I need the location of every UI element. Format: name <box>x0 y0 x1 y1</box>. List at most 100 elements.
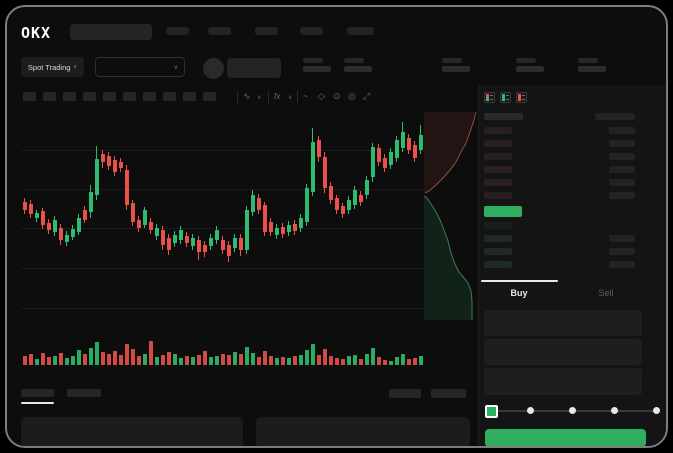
nav-item-placeholder[interactable] <box>347 27 374 35</box>
candle-body <box>190 238 195 246</box>
timeframe-button-placeholder[interactable] <box>183 92 196 101</box>
candle-body <box>46 223 51 230</box>
fullscreen-icon[interactable]: ⤢ <box>363 91 371 101</box>
order-amount-input-placeholder[interactable] <box>484 339 642 365</box>
candle-body <box>208 238 213 246</box>
bottom-tab-placeholder[interactable] <box>67 389 101 397</box>
slider-handle[interactable] <box>485 405 498 418</box>
ticker-stat-label-placeholder <box>344 58 364 63</box>
volume-bar <box>268 356 273 365</box>
volume-bar <box>298 355 303 365</box>
toolbar-divider <box>237 91 238 103</box>
indicators-caret-icon[interactable]: ∨ <box>288 95 293 101</box>
ask-amount-placeholder <box>609 192 635 199</box>
nav-item-placeholder[interactable] <box>255 27 278 35</box>
volume-bar <box>136 356 141 365</box>
compare-icon[interactable]: ◇ <box>318 91 325 101</box>
timeframe-button-placeholder[interactable] <box>203 92 216 101</box>
volume-pane[interactable] <box>21 338 478 365</box>
market-type-selector[interactable]: Spot Trading ∨ <box>21 57 84 77</box>
toolbar-divider <box>297 91 298 103</box>
settings-icon[interactable]: ◎ <box>348 91 356 101</box>
header-search-placeholder[interactable] <box>70 24 152 40</box>
candle-body <box>52 220 57 232</box>
slider-stop[interactable] <box>527 407 535 414</box>
volume-bar <box>274 358 279 365</box>
last-price-highlight <box>484 206 522 217</box>
volume-bar <box>394 357 399 365</box>
slider-stop[interactable] <box>610 407 618 414</box>
candle-body <box>286 225 291 232</box>
ask-price-placeholder <box>484 127 512 134</box>
volume-bar <box>76 350 81 365</box>
candle-body <box>232 238 237 248</box>
order-price-input-placeholder[interactable] <box>484 310 642 336</box>
volume-bar <box>292 356 297 365</box>
nav-item-placeholder[interactable] <box>208 27 231 35</box>
market-type-label: Spot Trading <box>27 62 71 72</box>
candle-body <box>376 148 381 162</box>
nav-item-placeholder[interactable] <box>166 27 189 35</box>
chart-style-icon[interactable]: ∿ <box>243 91 251 101</box>
volume-bar <box>34 359 39 365</box>
ask-amount-placeholder <box>609 153 635 160</box>
volume-bar <box>340 359 345 365</box>
candle-body <box>400 132 405 148</box>
timeframe-button-placeholder[interactable] <box>103 92 116 101</box>
candle-body <box>130 203 135 222</box>
buy-submit-button[interactable] <box>485 429 646 446</box>
candle-body <box>166 238 171 250</box>
candle-body <box>382 158 387 168</box>
ticker-stat-value-placeholder <box>516 66 544 72</box>
mode-color-strip <box>486 94 489 101</box>
timeframe-button-placeholder[interactable] <box>23 92 36 101</box>
ask-price-placeholder <box>484 192 512 199</box>
bottom-action-placeholder[interactable] <box>389 389 421 398</box>
volume-bar <box>322 349 327 365</box>
candle-body <box>154 228 159 236</box>
bottom-tab-placeholder[interactable] <box>21 389 54 397</box>
slider-stop[interactable] <box>652 407 660 414</box>
candle-body <box>136 220 141 228</box>
volume-bar <box>94 342 99 365</box>
candle-body <box>280 227 285 234</box>
bid-amount-placeholder <box>609 248 635 255</box>
okx-logo[interactable]: OKX <box>21 24 52 42</box>
candle-body <box>58 228 63 240</box>
volume-bar <box>40 353 45 365</box>
volume-bar <box>316 355 321 365</box>
volume-bar <box>22 356 27 365</box>
candle-body <box>148 222 153 230</box>
timeframe-button-placeholder[interactable] <box>123 92 136 101</box>
timeframe-button-placeholder[interactable] <box>63 92 76 101</box>
volume-bar <box>406 359 411 365</box>
snapshot-icon[interactable]: ⊙ <box>333 91 341 101</box>
line-tool-icon[interactable]: ~ <box>303 91 309 101</box>
candle-pane[interactable] <box>21 110 478 332</box>
mode-line <box>522 99 525 100</box>
book-bids-only-icon[interactable] <box>500 92 511 103</box>
tab-buy[interactable]: Buy <box>510 288 528 298</box>
chart-style-caret-icon[interactable]: ∨ <box>257 95 262 101</box>
slider-stop[interactable] <box>569 407 576 414</box>
candle-body <box>76 218 81 232</box>
bid-amount-placeholder <box>609 261 635 268</box>
candle-body <box>214 230 219 240</box>
timeframe-button-placeholder[interactable] <box>143 92 156 101</box>
indicators-icon[interactable]: fx <box>274 92 281 101</box>
candle-body <box>250 195 255 212</box>
bid-price-placeholder <box>484 235 512 242</box>
timeframe-button-placeholder[interactable] <box>83 92 96 101</box>
book-asks-only-icon[interactable] <box>516 92 527 103</box>
order-total-input-placeholder[interactable] <box>484 368 642 395</box>
candle-body <box>328 186 333 200</box>
nav-item-placeholder[interactable] <box>300 27 323 35</box>
tab-sell[interactable]: Sell <box>598 288 614 298</box>
bottom-action-placeholder[interactable] <box>431 389 466 398</box>
timeframe-button-placeholder[interactable] <box>163 92 176 101</box>
candle-body <box>268 222 273 232</box>
book-combined-icon[interactable] <box>484 92 495 103</box>
candle-body <box>142 210 147 225</box>
pair-selector-dropdown[interactable]: ∨ <box>95 57 185 77</box>
timeframe-button-placeholder[interactable] <box>43 92 56 101</box>
